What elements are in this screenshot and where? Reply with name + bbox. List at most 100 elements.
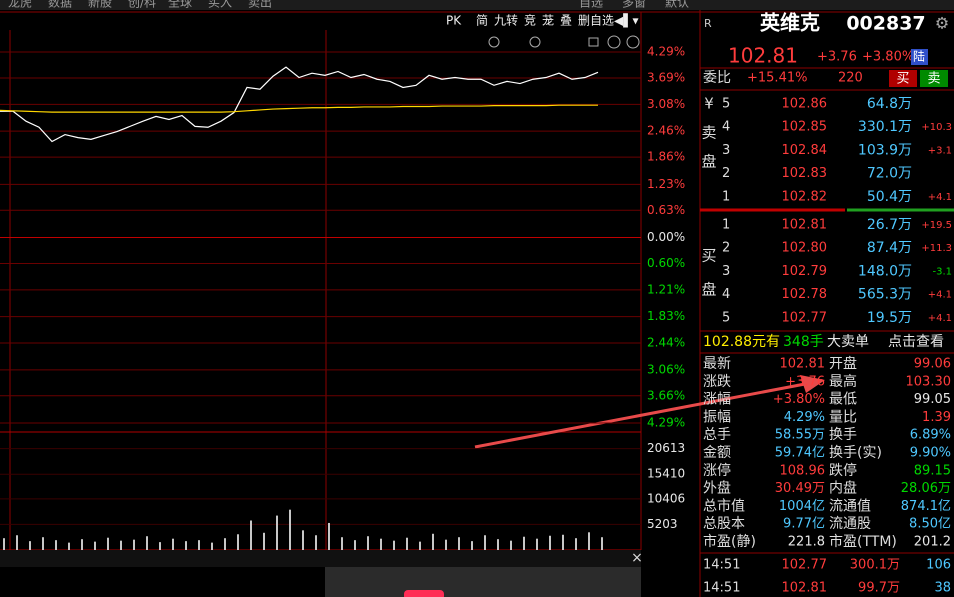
volume-bar [367,536,369,550]
menu-item[interactable]: 多窗 [622,0,646,10]
stat-label: 市盈(TTM) [829,533,897,550]
order-change: +10.3 [921,122,952,133]
stat-label: 流通值 [829,498,871,514]
y-tick-label: 15410 [647,467,685,481]
stat-value: 103.30 [906,374,952,389]
volume-bar [445,539,447,550]
menu-item[interactable]: 全球 [168,0,192,10]
settings-icon[interactable] [488,36,500,48]
lock-icon[interactable] [588,37,599,47]
volume-bar [549,535,551,550]
toolbar-button[interactable]: 茏 [542,14,554,28]
menu-item[interactable]: 龙虎 [8,0,32,10]
y-tick-label: 2.44% [647,336,685,350]
order-level: 1 [722,218,730,233]
stat-value: 99.05 [914,392,951,407]
y-tick-label: 1.21% [647,282,685,296]
menu-item[interactable]: 自选 [579,0,603,10]
stat-value: 1.39 [922,410,951,425]
y-tick-label: 2.46% [647,124,685,138]
order-change: +4.1 [928,192,952,203]
stat-value: 8.50亿 [909,517,951,532]
stat-label: 跌停 [829,462,857,479]
tick-volume: 300.1万 [850,558,900,573]
toolbar-button[interactable]: PK [446,14,462,28]
volume-bar [588,532,590,550]
side-label: 盘 [701,153,716,171]
stat-value: 58.55万 [775,428,825,443]
order-level: 5 [722,97,730,112]
menu-item[interactable]: 创/科 [128,0,156,10]
menu-item[interactable]: 卖出 [248,0,272,10]
popup-icon [404,590,444,597]
tick-price: 102.81 [782,581,828,596]
order-level: 4 [722,287,730,302]
stat-value: 9.77亿 [783,517,825,532]
order-change: +4.1 [928,313,952,324]
tick-time: 14:51 [703,581,740,596]
stat-label: 最低 [829,392,857,408]
menu-item[interactable]: 买入 [208,0,232,10]
y-tick-label: 0.00% [647,230,685,244]
price-line [0,104,598,113]
stat-value: 59.74亿 [775,446,825,461]
toolbar-button[interactable]: 删自选 [578,14,614,28]
order-volume: 50.4万 [867,189,912,205]
summary-item: 348手 [783,334,824,350]
menu-item[interactable]: 数据 [48,0,72,10]
order-level: 1 [722,189,730,204]
zoom-out-icon[interactable] [626,35,640,49]
menu-item[interactable]: 新股 [88,0,112,10]
volume-bar [497,539,499,550]
toolbar-button[interactable]: 简 [476,14,488,28]
settings-icon[interactable]: ⚙ [935,14,949,33]
tick-time: 14:51 [703,558,740,573]
stat-label: 换手(实) [829,444,882,461]
order-volume: 103.9万 [858,142,912,158]
stat-value: 108.96 [780,463,826,478]
volume-bar [328,522,330,550]
volume-bar [16,535,18,550]
sell-button[interactable] [920,70,948,87]
y-tick-label: 20613 [647,441,685,455]
stat-label: 最高 [829,373,857,390]
volume-bar [393,540,395,550]
volume-bar [133,539,135,550]
tick-price: 102.77 [782,558,828,573]
order-change: +19.5 [921,220,952,231]
stat-value: 221.8 [788,535,825,550]
y-tick-label: 3.06% [647,362,685,376]
zoom-in-icon[interactable] [607,35,621,49]
menu-item[interactable]: 默认 [665,0,689,10]
order-price: 102.80 [782,241,828,256]
order-price: 102.77 [782,310,828,325]
order-change: +11.3 [921,243,952,254]
buy-button[interactable] [889,70,917,87]
market-flag: R [704,17,712,30]
stat-value: 9.90% [910,446,951,461]
order-change: +3.1 [928,145,952,156]
side-label: 买 [701,247,716,265]
toolbar-button[interactable]: 叠 [560,14,572,28]
order-volume: 565.3万 [858,287,912,303]
order-price: 102.78 [782,287,828,302]
stat-label: 最新 [703,356,731,372]
order-level: 5 [722,310,730,325]
toolbar-button[interactable]: 竞 [524,14,536,28]
stat-value: +3.76 [785,374,825,389]
y-tick-label: 1.23% [647,177,685,191]
volume-bar [42,537,44,550]
order-price: 102.81 [782,218,828,233]
toolbar-button[interactable]: 九转 [494,13,518,28]
price-change: +3.76 [817,50,857,65]
annotation-arrow [474,375,825,449]
eye-icon[interactable] [529,36,541,48]
stat-value: 102.81 [780,357,826,372]
close-icon[interactable]: × [631,550,643,566]
order-diff: 220 [838,71,863,86]
order-price: 102.86 [782,97,828,112]
tick-volume: 99.7万 [858,581,900,596]
toolbar-arrow[interactable]: ◀▌▾ [614,13,638,28]
y-tick-label: 0.60% [647,256,685,270]
